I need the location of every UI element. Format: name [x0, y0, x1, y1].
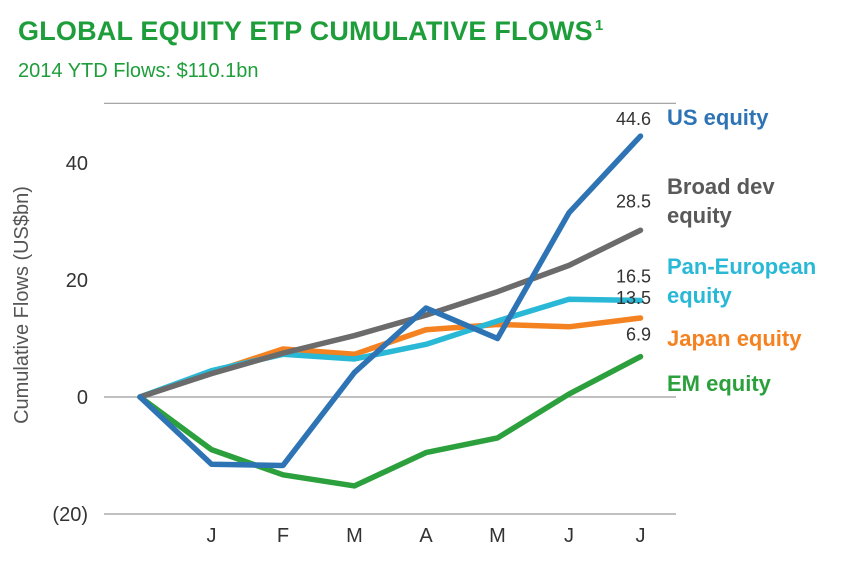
legend-label: equity: [667, 203, 733, 228]
end-value-label: 44.6: [616, 109, 651, 129]
legend-label: Japan equity: [667, 326, 802, 351]
legend-label: Pan-European: [667, 254, 816, 279]
end-value-label: 6.9: [626, 325, 651, 345]
x-tick-label: J: [564, 525, 574, 547]
y-tick-label: 20: [66, 270, 88, 292]
gridlines: [104, 102, 676, 515]
end-value-labels: 44.6 28.5 16.513.5 6.9: [616, 109, 651, 345]
chart-title: GLOBAL EQUITY ETP CUMULATIVE FLOWS 1: [18, 16, 603, 47]
y-axis-label: Cumulative Flows (US$bn): [11, 186, 33, 424]
end-value-label: 16.5: [616, 266, 651, 286]
legend: US equity Broad dev equity Pan-European equi…: [667, 105, 816, 396]
series-lines: [137, 133, 644, 489]
title-footnote: 1: [594, 17, 604, 34]
chart-title-text: GLOBAL EQUITY ETP CUMULATIVE FLOWS: [18, 16, 593, 46]
series-line: [137, 315, 644, 400]
chart-subtitle: 2014 YTD Flows: $110.1bn: [18, 60, 259, 82]
x-tick-label: F: [277, 525, 289, 547]
x-tick-label: J: [207, 525, 217, 547]
y-tick-label: 0: [77, 387, 88, 409]
x-tick-label: M: [489, 525, 506, 547]
legend-label: EM equity: [667, 371, 772, 396]
x-tick-label: J: [636, 525, 646, 547]
series-line: [137, 133, 644, 469]
legend-label: US equity: [667, 105, 769, 130]
series-line: [137, 353, 644, 489]
legend-label: Broad dev: [667, 174, 775, 199]
y-axis-ticks: 40 20 0 (20): [52, 153, 88, 526]
x-tick-label: M: [346, 525, 363, 547]
y-tick-label: 40: [66, 153, 88, 175]
series-line: [137, 296, 644, 400]
y-tick-label: (20): [52, 504, 88, 526]
series-line: [137, 227, 644, 400]
end-value-label: 13.5: [616, 288, 651, 308]
x-tick-label: A: [419, 525, 433, 547]
end-value-label: 28.5: [616, 191, 651, 211]
legend-label: equity: [667, 283, 733, 308]
